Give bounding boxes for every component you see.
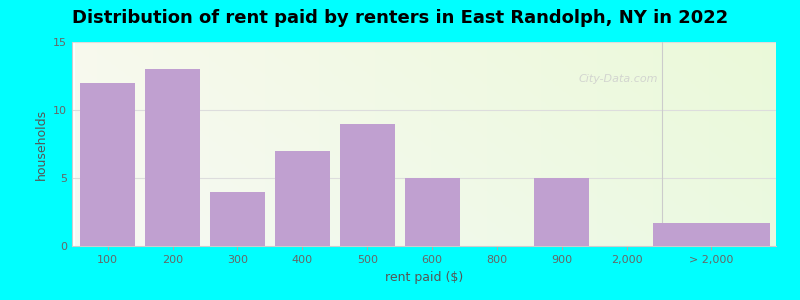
Bar (653, 223, 770, 246)
Text: City-Data.com: City-Data.com (579, 74, 658, 84)
Bar (340, 124, 395, 246)
Bar (210, 192, 265, 246)
Bar (274, 151, 330, 246)
Bar (405, 178, 460, 246)
Bar (534, 178, 590, 246)
Bar (80, 83, 135, 246)
X-axis label: rent paid ($): rent paid ($) (385, 271, 463, 284)
Text: Distribution of rent paid by renters in East Randolph, NY in 2022: Distribution of rent paid by renters in … (72, 9, 728, 27)
Bar (145, 69, 200, 246)
Y-axis label: households: households (34, 108, 47, 180)
